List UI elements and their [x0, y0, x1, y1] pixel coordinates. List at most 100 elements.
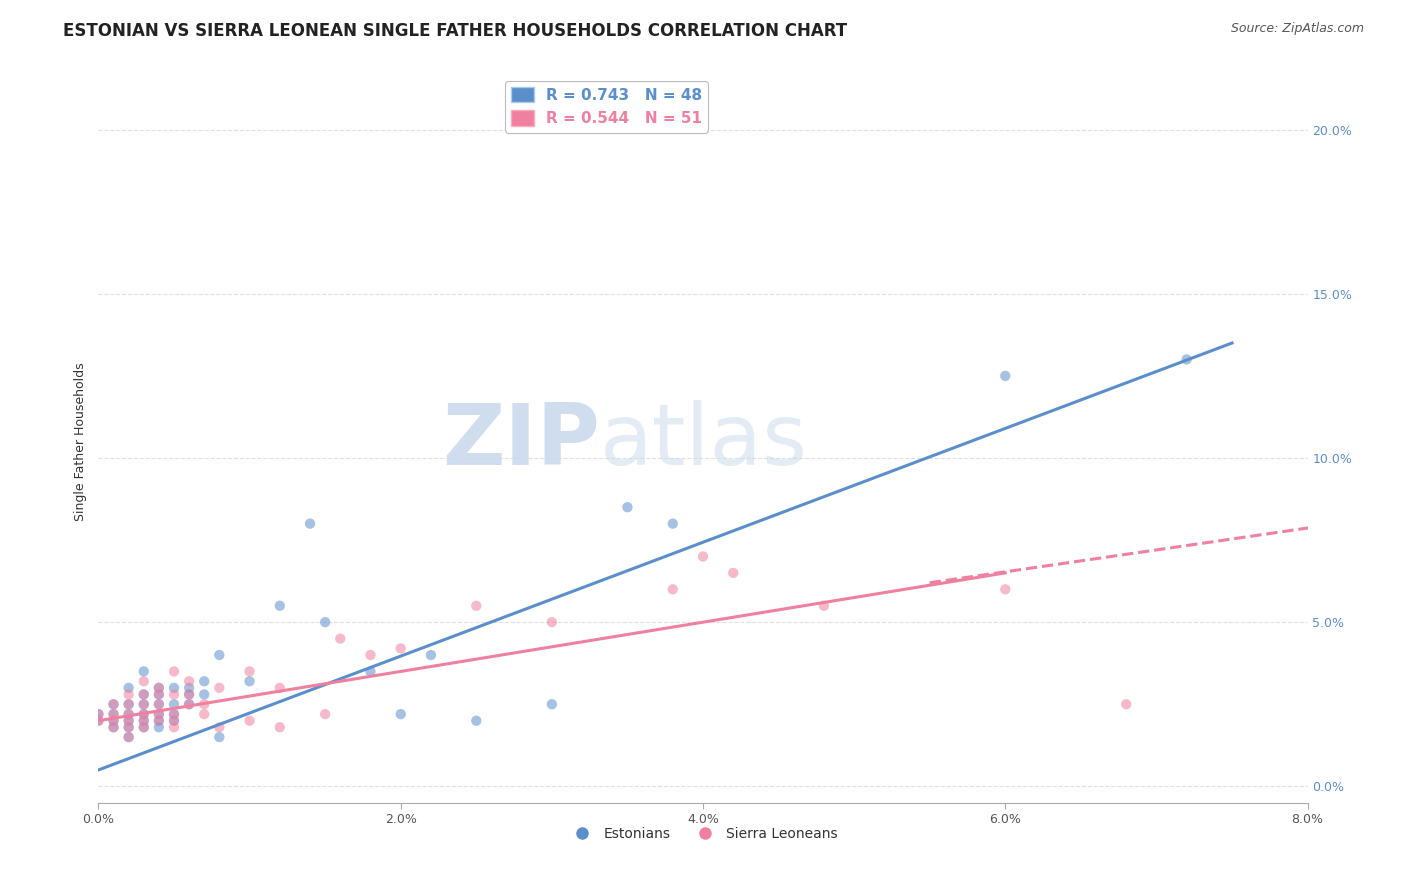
Point — [163, 707, 186, 722]
Point — [118, 698, 141, 712]
Point — [163, 665, 186, 679]
Point — [269, 720, 291, 734]
Point — [118, 707, 141, 722]
Point — [118, 714, 141, 728]
Point — [179, 698, 201, 712]
Point — [118, 720, 141, 734]
Point — [118, 687, 141, 701]
Point — [360, 665, 382, 679]
Point — [661, 516, 683, 531]
Point — [132, 707, 155, 722]
Point — [269, 599, 291, 613]
Point — [148, 714, 170, 728]
Point — [103, 707, 125, 722]
Point — [87, 707, 110, 722]
Point — [163, 687, 186, 701]
Point — [132, 714, 155, 728]
Point — [329, 632, 352, 646]
Point — [994, 582, 1017, 597]
Point — [540, 615, 562, 630]
Point — [148, 698, 170, 712]
Point — [208, 730, 231, 744]
Point — [148, 707, 170, 722]
Point — [163, 707, 186, 722]
Point — [132, 720, 155, 734]
Point — [540, 698, 562, 712]
Legend: Estonians, Sierra Leoneans: Estonians, Sierra Leoneans — [562, 822, 844, 847]
Point — [103, 720, 125, 734]
Point — [163, 714, 186, 728]
Point — [239, 714, 262, 728]
Point — [148, 687, 170, 701]
Point — [389, 641, 412, 656]
Point — [87, 714, 110, 728]
Point — [465, 714, 488, 728]
Point — [148, 698, 170, 712]
Point — [723, 566, 745, 580]
Point — [103, 698, 125, 712]
Text: ZIP: ZIP — [443, 400, 600, 483]
Text: atlas: atlas — [600, 400, 808, 483]
Point — [163, 698, 186, 712]
Point — [118, 714, 141, 728]
Point — [87, 714, 110, 728]
Point — [179, 674, 201, 689]
Point — [132, 714, 155, 728]
Point — [118, 681, 141, 695]
Point — [103, 720, 125, 734]
Point — [132, 698, 155, 712]
Point — [208, 720, 231, 734]
Point — [239, 665, 262, 679]
Point — [103, 714, 125, 728]
Point — [193, 674, 215, 689]
Y-axis label: Single Father Households: Single Father Households — [75, 362, 87, 521]
Point — [360, 648, 382, 662]
Point — [163, 714, 186, 728]
Point — [118, 730, 141, 744]
Point — [118, 720, 141, 734]
Point — [1175, 352, 1198, 367]
Point — [420, 648, 443, 662]
Text: ESTONIAN VS SIERRA LEONEAN SINGLE FATHER HOUSEHOLDS CORRELATION CHART: ESTONIAN VS SIERRA LEONEAN SINGLE FATHER… — [63, 22, 848, 40]
Point — [179, 687, 201, 701]
Point — [132, 720, 155, 734]
Point — [148, 681, 170, 695]
Point — [148, 720, 170, 734]
Point — [132, 687, 155, 701]
Point — [103, 714, 125, 728]
Point — [132, 665, 155, 679]
Point — [103, 698, 125, 712]
Point — [118, 730, 141, 744]
Point — [193, 687, 215, 701]
Point — [465, 599, 488, 613]
Point — [148, 707, 170, 722]
Point — [148, 714, 170, 728]
Point — [118, 707, 141, 722]
Point — [389, 707, 412, 722]
Point — [314, 615, 336, 630]
Point — [193, 698, 215, 712]
Text: Source: ZipAtlas.com: Source: ZipAtlas.com — [1230, 22, 1364, 36]
Point — [208, 648, 231, 662]
Point — [179, 687, 201, 701]
Point — [118, 698, 141, 712]
Point — [661, 582, 683, 597]
Point — [132, 707, 155, 722]
Point — [87, 707, 110, 722]
Point — [103, 707, 125, 722]
Point — [132, 674, 155, 689]
Point — [132, 687, 155, 701]
Point — [994, 368, 1017, 383]
Point — [148, 681, 170, 695]
Point — [148, 687, 170, 701]
Point — [179, 698, 201, 712]
Point — [314, 707, 336, 722]
Point — [239, 674, 262, 689]
Point — [299, 516, 322, 531]
Point — [132, 698, 155, 712]
Point — [163, 720, 186, 734]
Point — [179, 681, 201, 695]
Point — [269, 681, 291, 695]
Point — [813, 599, 835, 613]
Point — [193, 707, 215, 722]
